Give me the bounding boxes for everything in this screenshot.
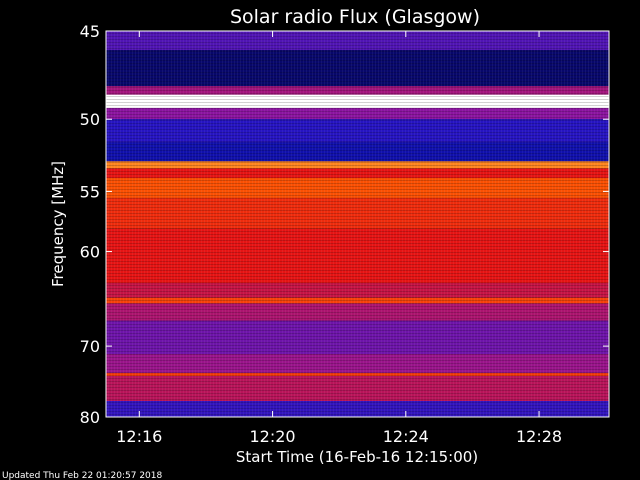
x-axis: 12:16 12:20 12:24 12:28 <box>116 31 562 446</box>
vertical-stripe-overlay <box>106 31 609 417</box>
y-tick-label: 70 <box>80 337 100 356</box>
y-axis-label: Frequency [MHz] <box>49 161 67 287</box>
x-tick-label: 12:20 <box>250 427 296 446</box>
x-tick-label: 12:24 <box>383 427 429 446</box>
x-axis-label: Start Time (16-Feb-16 12:15:00) <box>236 448 478 466</box>
x-tick-label: 12:28 <box>516 427 562 446</box>
chart-title: Solar radio Flux (Glasgow) <box>230 6 480 28</box>
x-tick-label: 12:16 <box>116 427 162 446</box>
y-tick-label: 50 <box>80 110 100 129</box>
updated-timestamp: Updated Thu Feb 22 01:20:57 2018 <box>2 471 163 480</box>
y-axis: 45 50 55 60 70 80 <box>80 22 609 427</box>
plot-frame <box>105 30 610 418</box>
y-tick-label: 45 <box>80 22 100 41</box>
y-tick-label: 55 <box>80 182 100 201</box>
y-tick-label: 80 <box>80 408 100 427</box>
y-tick-label: 60 <box>80 243 100 262</box>
